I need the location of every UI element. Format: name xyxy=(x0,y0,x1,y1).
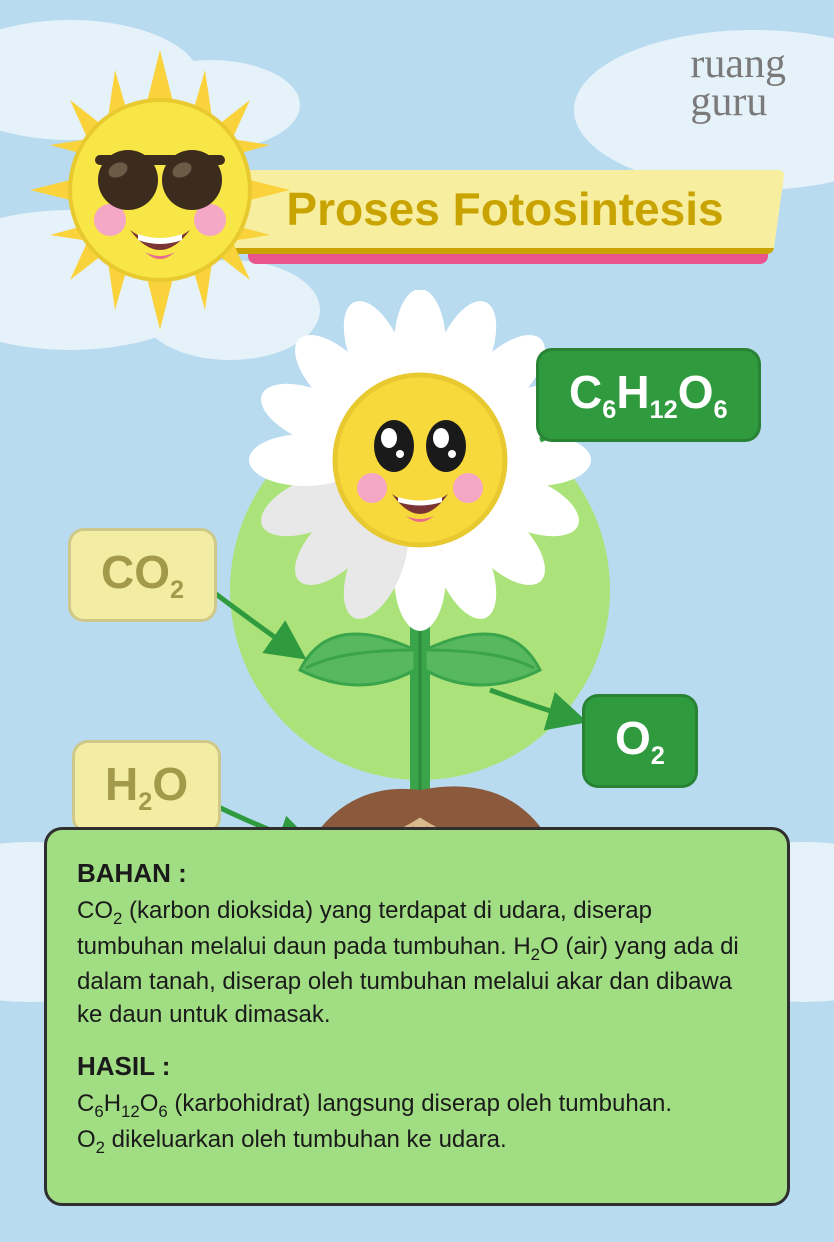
glu-f1: C xyxy=(569,366,602,418)
glu-s2: 12 xyxy=(650,396,678,424)
glu-s3: 6 xyxy=(713,396,727,424)
label-co2: CO2 xyxy=(68,528,217,622)
h2o-s1: 2 xyxy=(138,788,152,816)
label-o2: O2 xyxy=(582,694,698,788)
label-glucose: C6H12O6 xyxy=(536,348,761,442)
brand-logo: ruang guru xyxy=(690,46,786,122)
h2o-f2: O xyxy=(152,758,188,810)
o2-s1: 2 xyxy=(651,742,665,770)
text-bahan: CO2 (karbon dioksida) yang terdapat di u… xyxy=(77,895,757,1031)
heading-hasil: HASIL : xyxy=(77,1049,757,1084)
description-panel: BAHAN : CO2 (karbon dioksida) yang terda… xyxy=(44,827,790,1206)
glu-s1: 6 xyxy=(602,396,616,424)
glu-f2: H xyxy=(616,366,649,418)
heading-bahan: BAHAN : xyxy=(77,856,757,891)
co2-sub: 2 xyxy=(170,576,184,604)
label-h2o: H2O xyxy=(72,740,221,834)
h2o-f1: H xyxy=(105,758,138,810)
text-hasil: C6H12O6 (karbohidrat) langsung diserap o… xyxy=(77,1088,757,1159)
page-title: Proses Fotosintesis xyxy=(286,182,723,236)
o2-f1: O xyxy=(615,712,651,764)
glu-f3: O xyxy=(678,366,714,418)
logo-line2: guru xyxy=(690,79,767,125)
co2-text: CO xyxy=(101,546,170,598)
